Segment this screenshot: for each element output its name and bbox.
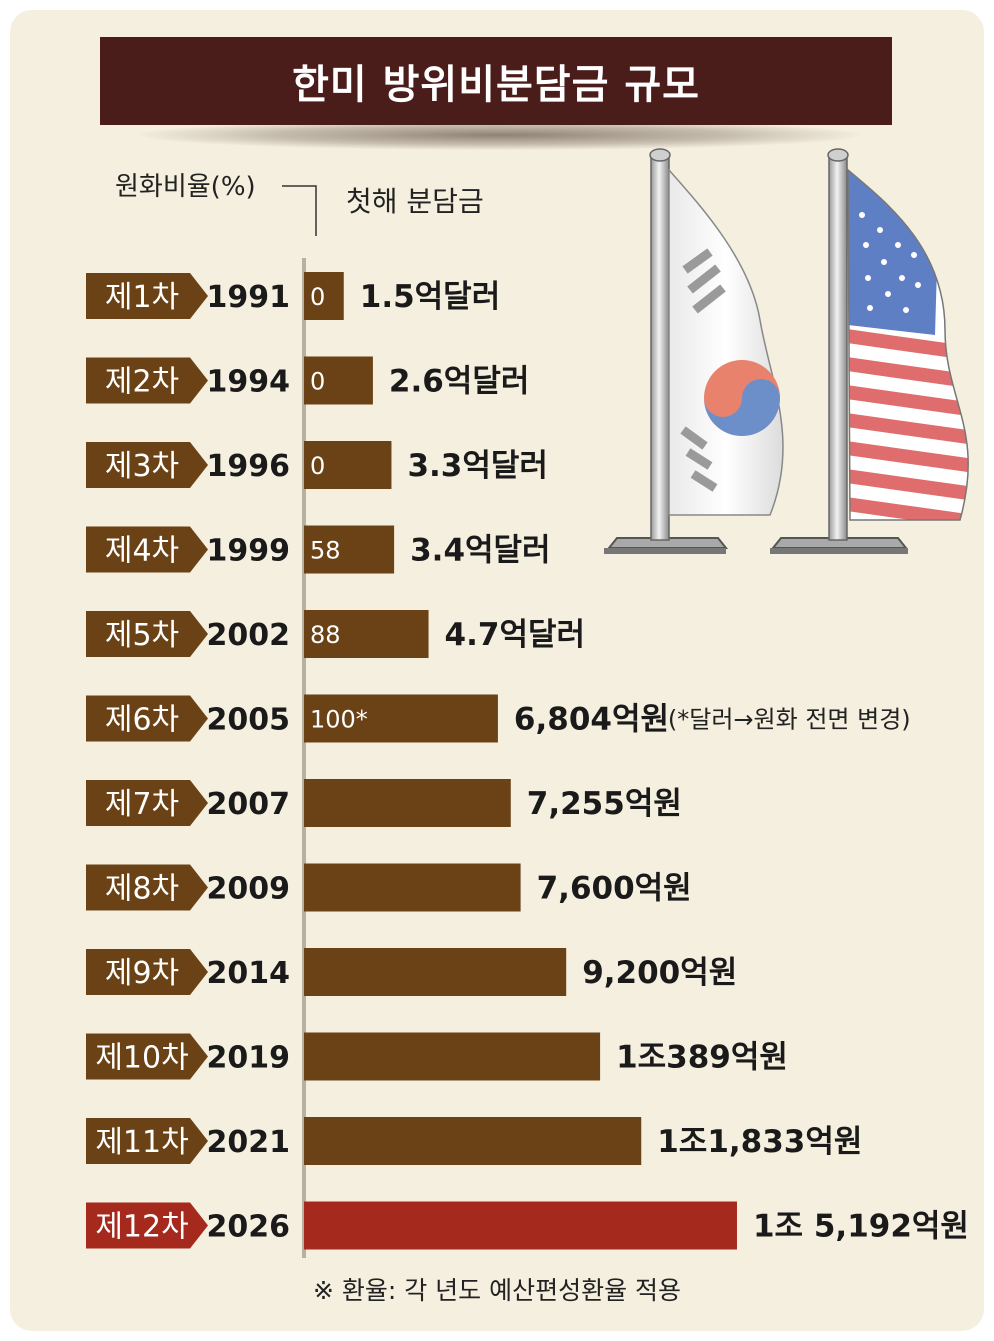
usa-flag — [770, 148, 969, 554]
chart-row: 제12차 2026 1조 5,192억원 — [86, 1201, 969, 1250]
row-note: (*달러→원화 전면 변경) — [668, 706, 911, 734]
ratio-value: 100* — [310, 706, 368, 734]
chart-row: 제7차 2007 7,255억원 — [86, 779, 682, 827]
round-label: 제8차 — [105, 872, 179, 907]
round-tag — [86, 611, 208, 657]
amount-label: 2.6억달러 — [389, 364, 529, 400]
bar — [304, 441, 392, 489]
round-label: 제5차 — [105, 618, 179, 653]
chart-row: 제4차 1999 58 3.4억달러 — [86, 525, 551, 574]
round-tag — [86, 949, 208, 995]
year-label: 2021 — [207, 1125, 291, 1160]
ratio-value: 0 — [310, 368, 325, 396]
chart-row: 제9차 2014 9,200억원 — [86, 948, 737, 996]
amount-label: 9,200억원 — [582, 955, 737, 991]
bar — [304, 272, 344, 320]
bar — [304, 863, 521, 912]
bar — [304, 525, 395, 574]
chart-row: 제6차 2005 100* 6,804억원(*달러→원화 전면 변경) — [86, 694, 911, 743]
amount-label: 1조389억원 — [616, 1040, 788, 1076]
round-tag — [86, 864, 208, 911]
chart-title: 한미 방위비분담금 규모 — [292, 62, 700, 108]
round-label: 제4차 — [105, 534, 179, 569]
first-year-amount-label: 첫해 분담금 — [346, 185, 484, 218]
round-label: 제9차 — [105, 956, 179, 991]
bar — [304, 610, 429, 658]
round-tag — [86, 780, 208, 826]
round-label: 제11차 — [95, 1125, 188, 1160]
chart-row: 제5차 2002 88 4.7억달러 — [86, 610, 585, 658]
year-label: 2019 — [207, 1041, 291, 1076]
title-bar: 한미 방위비분담금 규모 — [100, 37, 892, 125]
round-tag — [86, 1202, 208, 1249]
title-shadow — [140, 120, 860, 150]
year-label: 2014 — [207, 956, 291, 991]
chart-row: 제2차 1994 0 2.6억달러 — [86, 356, 529, 405]
round-label: 제1차 — [105, 280, 179, 315]
korea-flag — [604, 148, 784, 554]
bar — [304, 948, 567, 996]
amount-label: 1조 5,192억원 — [753, 1209, 969, 1245]
amount-label: 3.4억달러 — [410, 533, 550, 569]
round-label: 제7차 — [105, 787, 179, 822]
ratio-value: 88 — [310, 621, 341, 649]
round-tag — [86, 442, 208, 488]
amount-label: 1.5억달러 — [360, 279, 500, 315]
year-label: 1999 — [207, 534, 291, 569]
chart-row: 제1차 1991 0 1.5억달러 — [86, 272, 500, 320]
round-label: 제6차 — [105, 703, 179, 738]
infographic-card: 한미 방위비분담금 규모 — [10, 10, 984, 1331]
year-label: 2026 — [207, 1210, 291, 1245]
amount-label: 4.7억달러 — [445, 617, 585, 653]
chart-row: 제11차 2021 1조1,833억원 — [86, 1117, 862, 1165]
year-label: 1991 — [207, 280, 291, 315]
ratio-value: 0 — [310, 452, 325, 480]
amount-label: 7,600억원 — [537, 871, 692, 907]
round-label: 제10차 — [95, 1041, 188, 1076]
round-label: 제12차 — [95, 1210, 188, 1245]
year-label: 2009 — [207, 872, 291, 907]
ratio-value: 58 — [310, 537, 341, 565]
year-label: 2005 — [207, 703, 291, 738]
year-label: 2002 — [207, 618, 291, 653]
footnote: ※ 환율: 각 년도 예산편성환율 적용 — [313, 1276, 681, 1305]
amount-label: 1조1,833억원 — [657, 1124, 862, 1160]
amount-label: 7,255억원 — [527, 786, 682, 822]
ratio-axis-label: 원화비율(%) — [115, 172, 256, 202]
flags-illustration — [604, 148, 969, 554]
round-tag — [86, 273, 208, 319]
chart-row: 제8차 2009 7,600억원 — [86, 863, 692, 912]
chart-row: 제10차 2019 1조389억원 — [86, 1032, 788, 1081]
round-tag — [86, 526, 208, 573]
round-label: 제2차 — [105, 365, 179, 400]
bar — [304, 356, 373, 405]
bar — [304, 779, 511, 827]
year-label: 1996 — [207, 449, 291, 484]
round-tag — [86, 695, 208, 742]
year-label: 2007 — [207, 787, 291, 822]
round-tag — [86, 1118, 208, 1164]
chart-row: 제3차 1996 0 3.3억달러 — [86, 441, 548, 489]
amount-label: 3.3억달러 — [407, 448, 547, 484]
amount-label: 6,804억원 — [514, 702, 669, 738]
year-label: 1994 — [207, 365, 291, 400]
ratio-value: 0 — [310, 283, 325, 311]
round-label: 제3차 — [105, 449, 179, 484]
bar — [304, 1032, 601, 1081]
bar — [304, 1201, 737, 1250]
label-connector — [282, 185, 317, 236]
bar — [304, 1117, 642, 1165]
round-tag — [86, 357, 208, 404]
round-tag — [86, 1033, 208, 1080]
bar — [304, 694, 498, 743]
